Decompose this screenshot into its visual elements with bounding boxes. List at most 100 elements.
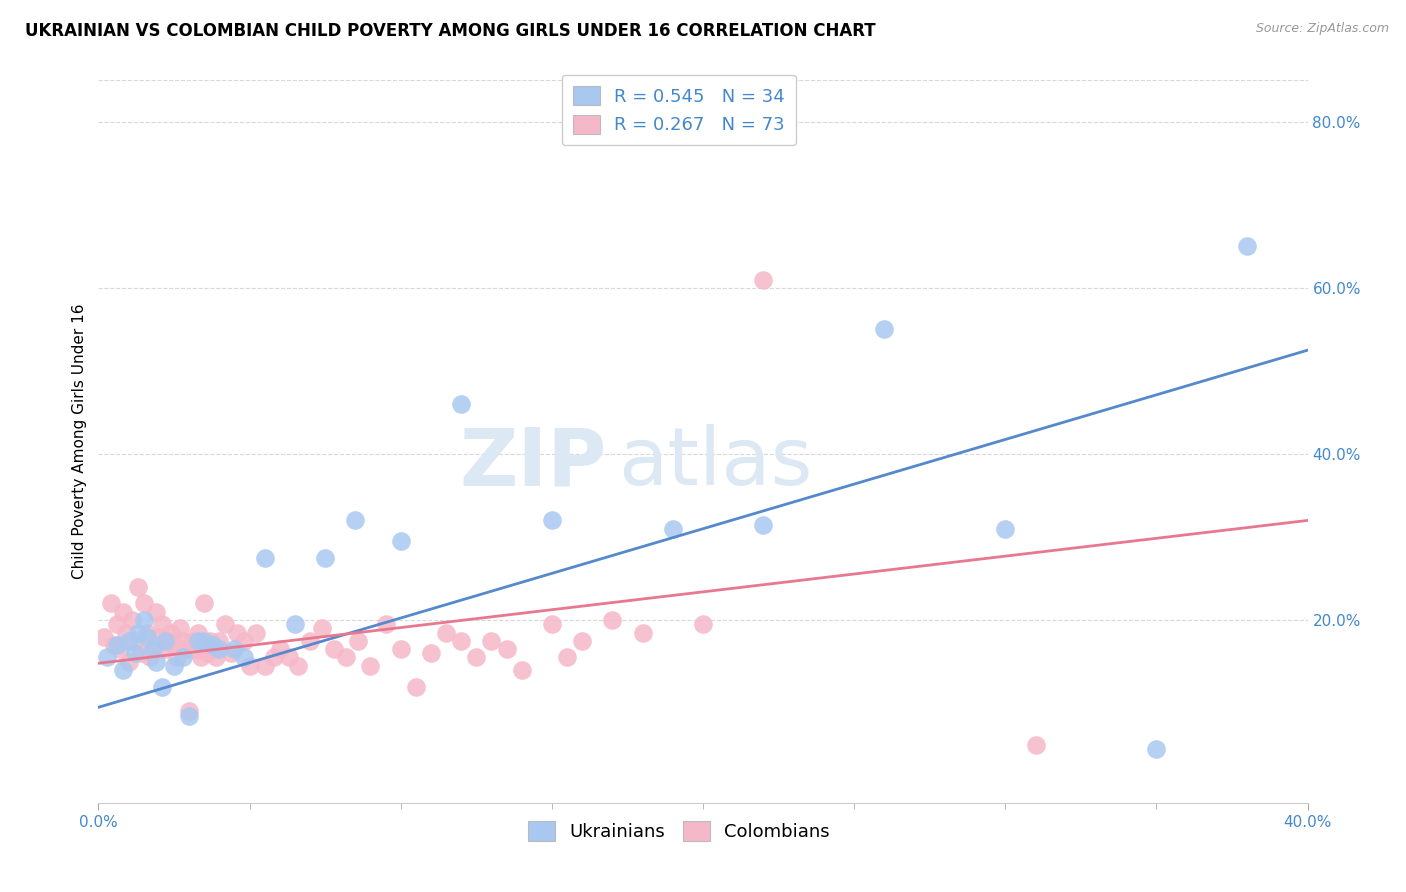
Point	[139, 650, 162, 665]
Point	[245, 625, 267, 640]
Point	[160, 625, 183, 640]
Point	[111, 663, 134, 677]
Point	[208, 633, 231, 648]
Point	[994, 522, 1017, 536]
Point	[450, 633, 472, 648]
Point	[263, 650, 285, 665]
Point	[202, 638, 225, 652]
Point	[253, 550, 276, 565]
Point	[153, 633, 176, 648]
Point	[114, 625, 136, 640]
Point	[287, 658, 309, 673]
Point	[129, 646, 152, 660]
Point	[299, 633, 322, 648]
Point	[145, 605, 167, 619]
Point	[181, 633, 204, 648]
Point	[253, 658, 276, 673]
Point	[571, 633, 593, 648]
Text: Source: ZipAtlas.com: Source: ZipAtlas.com	[1256, 22, 1389, 36]
Point	[284, 617, 307, 632]
Point	[200, 633, 222, 648]
Point	[232, 650, 254, 665]
Point	[214, 617, 236, 632]
Point	[239, 658, 262, 673]
Point	[132, 613, 155, 627]
Point	[142, 642, 165, 657]
Point	[127, 625, 149, 640]
Point	[752, 272, 775, 286]
Point	[124, 646, 146, 660]
Point	[450, 397, 472, 411]
Point	[510, 663, 533, 677]
Point	[187, 633, 209, 648]
Point	[145, 655, 167, 669]
Point	[1144, 741, 1167, 756]
Point	[555, 650, 578, 665]
Point	[169, 621, 191, 635]
Legend: Ukrainians, Colombians: Ukrainians, Colombians	[520, 814, 838, 848]
Point	[148, 630, 170, 644]
Point	[135, 630, 157, 644]
Point	[347, 633, 370, 648]
Y-axis label: Child Poverty Among Girls Under 16: Child Poverty Among Girls Under 16	[72, 304, 87, 579]
Point	[103, 638, 125, 652]
Point	[540, 513, 562, 527]
Point	[232, 633, 254, 648]
Point	[179, 708, 201, 723]
Point	[121, 613, 143, 627]
Point	[1024, 738, 1046, 752]
Point	[202, 642, 225, 657]
Point	[193, 597, 215, 611]
Point	[420, 646, 443, 660]
Point	[96, 650, 118, 665]
Point	[434, 625, 457, 640]
Point	[111, 605, 134, 619]
Point	[195, 646, 218, 660]
Point	[208, 642, 231, 657]
Point	[661, 522, 683, 536]
Point	[465, 650, 488, 665]
Point	[405, 680, 427, 694]
Point	[166, 650, 188, 665]
Point	[108, 642, 131, 657]
Point	[100, 597, 122, 611]
Point	[124, 633, 146, 648]
Text: ZIP: ZIP	[458, 425, 606, 502]
Point	[269, 642, 291, 657]
Point	[277, 650, 299, 665]
Point	[190, 650, 212, 665]
Point	[752, 517, 775, 532]
Text: atlas: atlas	[619, 425, 813, 502]
Point	[193, 633, 215, 648]
Point	[179, 705, 201, 719]
Point	[135, 625, 157, 640]
Point	[389, 642, 412, 657]
Point	[153, 642, 176, 657]
Point	[873, 322, 896, 336]
Point	[127, 580, 149, 594]
Point	[163, 638, 186, 652]
Point	[172, 633, 194, 648]
Point	[221, 646, 243, 660]
Point	[105, 638, 128, 652]
Point	[311, 621, 333, 635]
Point	[174, 642, 197, 657]
Point	[132, 597, 155, 611]
Point	[481, 633, 503, 648]
Point	[374, 617, 396, 632]
Point	[163, 658, 186, 673]
Point	[105, 617, 128, 632]
Point	[187, 625, 209, 640]
Point	[93, 630, 115, 644]
Point	[226, 625, 249, 640]
Point	[205, 650, 228, 665]
Point	[360, 658, 382, 673]
Point	[118, 655, 141, 669]
Point	[540, 617, 562, 632]
Point	[344, 513, 367, 527]
Point	[224, 642, 246, 657]
Text: UKRAINIAN VS COLOMBIAN CHILD POVERTY AMONG GIRLS UNDER 16 CORRELATION CHART: UKRAINIAN VS COLOMBIAN CHILD POVERTY AMO…	[25, 22, 876, 40]
Point	[172, 650, 194, 665]
Point	[335, 650, 357, 665]
Point	[314, 550, 336, 565]
